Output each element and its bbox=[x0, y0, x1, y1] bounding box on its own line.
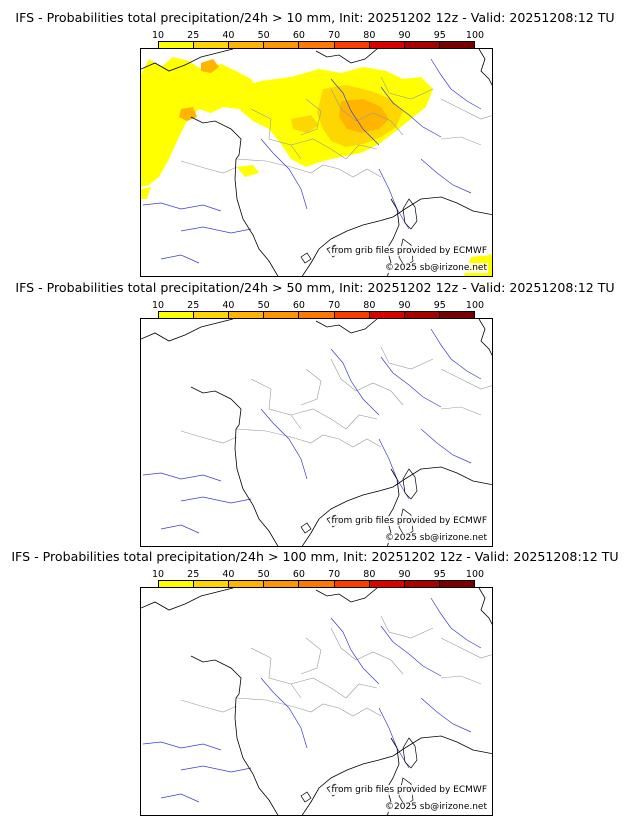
panel-title: IFS - Probabilities total precipitation/… bbox=[15, 10, 615, 25]
colorbar-segment bbox=[263, 42, 299, 49]
colorbar-tick-label: 90 bbox=[398, 30, 411, 41]
map-frame: from grib files provided by ECMWF ©2025 … bbox=[140, 48, 493, 277]
colorbar-tick-label: 40 bbox=[222, 569, 235, 580]
colorbar-tick-label: 60 bbox=[292, 30, 305, 41]
colorbar-tick-label: 80 bbox=[363, 300, 376, 311]
colorbar-segment bbox=[298, 42, 334, 49]
colorbar-segment bbox=[333, 581, 369, 588]
panel-10mm: IFS - Probabilities total precipitation/… bbox=[0, 10, 630, 278]
colorbar-tick-label: 25 bbox=[187, 300, 200, 311]
credit-grib: from grib files provided by ECMWF bbox=[330, 785, 488, 795]
colorbar-segment bbox=[159, 312, 194, 319]
colorbar-segment bbox=[159, 581, 194, 588]
colorbar-tick-label: 70 bbox=[328, 30, 341, 41]
credit-site: ©2025 sb@irizone.net bbox=[384, 802, 488, 812]
coastlines bbox=[141, 49, 492, 276]
colorbar-tick-label: 100 bbox=[465, 30, 485, 41]
country-borders bbox=[180, 615, 492, 717]
colorbar-segment bbox=[333, 312, 369, 319]
colorbar-tick-label: 100 bbox=[465, 300, 485, 311]
colorbar-segment bbox=[193, 42, 229, 49]
colorbar-tick-label: 50 bbox=[257, 300, 270, 311]
colorbar-tick-label: 50 bbox=[257, 569, 270, 580]
colorbar-tick-label: 90 bbox=[398, 300, 411, 311]
coastlines bbox=[141, 588, 492, 815]
credit-site: ©2025 sb@irizone.net bbox=[384, 263, 488, 273]
colorbar-segment bbox=[368, 42, 404, 49]
colorbar-tick-label: 95 bbox=[433, 569, 446, 580]
colorbar-segment bbox=[228, 312, 264, 319]
colorbar-segment bbox=[298, 581, 334, 588]
colorbar-tick-label: 25 bbox=[187, 569, 200, 580]
colorbar-tick-label: 95 bbox=[433, 300, 446, 311]
precip-shading bbox=[141, 57, 492, 276]
colorbar-tick-label: 10 bbox=[151, 30, 165, 41]
rivers bbox=[142, 328, 482, 534]
coastlines bbox=[141, 319, 492, 546]
colorbar-tick-label: 100 bbox=[465, 569, 485, 580]
colorbar-tick-label: 40 bbox=[222, 300, 235, 311]
rivers bbox=[142, 597, 482, 803]
map-canvas bbox=[141, 319, 492, 546]
colorbar-segment bbox=[438, 42, 474, 49]
islands bbox=[300, 737, 418, 807]
colorbar-tick-label: 80 bbox=[363, 569, 376, 580]
country-borders bbox=[180, 76, 492, 178]
panel-100mm: IFS - Probabilities total precipitation/… bbox=[0, 549, 630, 819]
colorbar-tick-label: 50 bbox=[257, 30, 270, 41]
colorbar-segment bbox=[159, 42, 194, 49]
rivers bbox=[142, 58, 482, 264]
colorbar-segment bbox=[298, 312, 334, 319]
colorbar-tick-label: 10 bbox=[151, 300, 165, 311]
credit-site: ©2025 sb@irizone.net bbox=[384, 533, 488, 543]
colorbar-tick-label: 60 bbox=[292, 300, 305, 311]
colorbar-tick-label: 70 bbox=[328, 300, 341, 311]
map-frame: from grib files provided by ECMWF ©2025 … bbox=[140, 318, 493, 547]
colorbar-segment bbox=[403, 581, 439, 588]
map-canvas bbox=[141, 588, 492, 815]
colorbar-segment bbox=[333, 42, 369, 49]
credit-grib: from grib files provided by ECMWF bbox=[330, 516, 488, 526]
country-borders bbox=[180, 346, 492, 448]
colorbar-segment bbox=[438, 312, 474, 319]
map-frame: from grib files provided by ECMWF ©2025 … bbox=[140, 587, 493, 816]
colorbar-segment bbox=[193, 312, 229, 319]
colorbar-segment bbox=[228, 581, 264, 588]
colorbar-tick-label: 25 bbox=[187, 30, 200, 41]
panel-title: IFS - Probabilities total precipitation/… bbox=[15, 280, 615, 295]
colorbar-segment bbox=[193, 581, 229, 588]
colorbar-segment bbox=[228, 42, 264, 49]
colorbar-segment bbox=[263, 581, 299, 588]
credit-grib: from grib files provided by ECMWF bbox=[330, 246, 488, 256]
panel-50mm: IFS - Probabilities total precipitation/… bbox=[0, 280, 630, 548]
panel-title: IFS - Probabilities total precipitation/… bbox=[11, 549, 619, 564]
colorbar-tick-label: 90 bbox=[398, 569, 411, 580]
colorbar-tick-label: 70 bbox=[328, 569, 341, 580]
colorbar-segment bbox=[368, 312, 404, 319]
colorbar-segment bbox=[403, 312, 439, 319]
colorbar-tick-label: 80 bbox=[363, 30, 376, 41]
islands bbox=[300, 468, 418, 538]
map-canvas bbox=[141, 49, 492, 276]
colorbar-tick-label: 95 bbox=[433, 30, 446, 41]
colorbar-segment bbox=[263, 312, 299, 319]
colorbar-tick-label: 10 bbox=[151, 569, 165, 580]
colorbar-segment bbox=[403, 42, 439, 49]
colorbar-segment bbox=[438, 581, 474, 588]
colorbar-tick-label: 60 bbox=[292, 569, 305, 580]
colorbar-segment bbox=[368, 581, 404, 588]
colorbar-tick-label: 40 bbox=[222, 30, 235, 41]
islands bbox=[300, 198, 418, 268]
